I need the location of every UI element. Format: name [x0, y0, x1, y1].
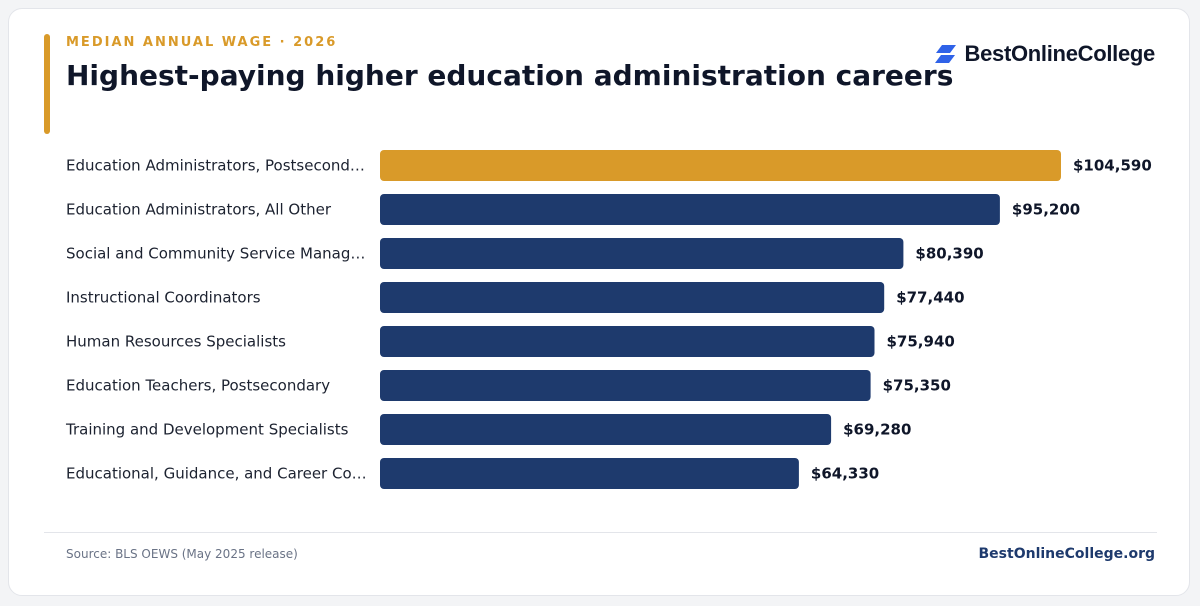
accent-bar — [44, 34, 50, 134]
bar — [380, 282, 885, 313]
logo-text: BestOnlineCollege — [964, 41, 1156, 66]
chart-card: MEDIAN ANNUAL WAGE · 2026 Highest-paying… — [8, 8, 1190, 596]
bar — [380, 458, 799, 489]
eyebrow-label: MEDIAN ANNUAL WAGE · 2026 — [66, 35, 338, 50]
bar — [380, 414, 832, 445]
stacked-parallelogram-icon — [934, 45, 956, 63]
category-label: Education Teachers, Postsecondary — [66, 377, 330, 395]
category-label: Education Administrators, All Other — [66, 201, 332, 219]
bar — [380, 370, 871, 401]
value-label: $95,200 — [1012, 201, 1080, 219]
category-label: Instructional Coordinators — [66, 289, 261, 307]
site-link[interactable]: BestOnlineCollege.org — [978, 546, 1155, 562]
value-label: $80,390 — [915, 245, 983, 263]
bar — [380, 238, 904, 269]
bar — [380, 150, 1061, 181]
value-label: $77,440 — [896, 289, 964, 307]
category-label: Human Resources Specialists — [66, 333, 286, 351]
category-label: Educational, Guidance, and Career Co… — [66, 465, 367, 483]
category-label: Training and Development Specialists — [65, 421, 349, 439]
category-label: Education Administrators, Postsecond… — [66, 157, 365, 175]
source-note: Source: BLS OEWS (May 2025 release) — [66, 547, 298, 561]
bar — [380, 194, 1000, 225]
bar-chart: Education Administrators, Postsecond… $10… — [65, 150, 1152, 489]
bar — [380, 326, 875, 357]
category-label: Social and Community Service Manag… — [66, 245, 365, 263]
value-label: $75,940 — [887, 333, 955, 351]
footer-divider — [44, 532, 1157, 533]
brand-logo: BestOnlineCollege — [933, 41, 1156, 67]
value-label: $69,280 — [843, 421, 911, 439]
value-label: $104,590 — [1073, 157, 1152, 175]
value-label: $64,330 — [811, 465, 879, 483]
value-label: $75,350 — [883, 377, 951, 395]
chart-title: Highest-paying higher education administ… — [66, 59, 954, 92]
